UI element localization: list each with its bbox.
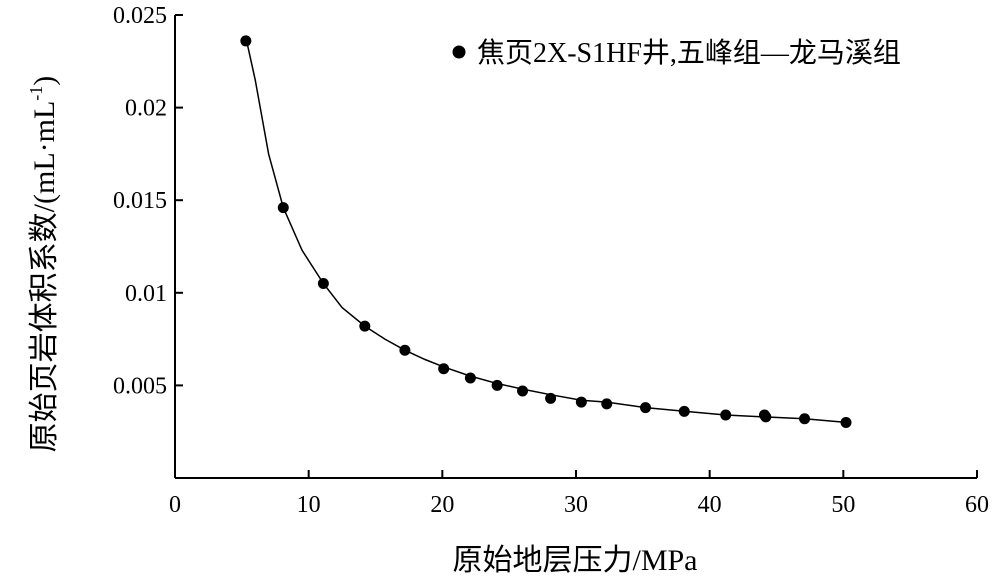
data-points: [240, 35, 852, 428]
legend-label: 焦页2X-S1HF井,五峰组—龙马溪组: [477, 37, 901, 69]
y-tick-label: 0.01: [125, 281, 167, 307]
data-point: [678, 405, 690, 417]
data-point: [359, 320, 371, 332]
y-ticks: 0.005 0.01 0.015 0.02 0.025: [113, 3, 183, 399]
fit-curve: [245, 37, 847, 424]
y-axis-title-superscript: -1: [26, 86, 46, 101]
y-axis-title: 原始页岩体积系数/(mL·mL-1): [26, 76, 61, 453]
data-point: [317, 278, 329, 290]
x-ticks: 0 10 20 30 40 50 60: [169, 470, 989, 518]
x-tick-label: 10: [297, 492, 321, 518]
data-point: [760, 411, 772, 423]
x-tick-label: 60: [965, 492, 989, 518]
x-tick-label: 50: [831, 492, 855, 518]
y-tick-label: 0.015: [113, 188, 167, 214]
x-tick-label: 20: [430, 492, 454, 518]
y-tick-label: 0.005: [113, 373, 167, 399]
data-point: [517, 385, 529, 397]
data-point: [399, 344, 411, 356]
data-point: [240, 35, 252, 47]
data-point: [464, 372, 476, 384]
data-point: [640, 402, 652, 414]
x-axis-title: 原始地层压力/MPa: [452, 544, 697, 577]
y-axis-title-main: 原始页岩体积系数/(mL·mL: [28, 101, 61, 453]
legend: 焦页2X-S1HF井,五峰组—龙马溪组: [452, 37, 901, 69]
data-point: [438, 363, 450, 375]
legend-marker: [452, 45, 466, 59]
data-point: [545, 392, 557, 404]
x-tick-label: 0: [169, 492, 181, 518]
data-point: [799, 413, 811, 425]
x-tick-label: 40: [698, 492, 722, 518]
x-tick-label: 30: [564, 492, 588, 518]
axes: [174, 15, 977, 479]
data-point: [720, 409, 732, 421]
y-axis-title-close: ): [28, 76, 61, 86]
data-point: [601, 398, 613, 410]
data-point: [840, 416, 852, 428]
data-point: [491, 379, 503, 391]
y-tick-label: 0.025: [113, 3, 167, 29]
data-point: [575, 396, 587, 408]
data-point: [277, 202, 289, 214]
y-tick-label: 0.02: [125, 96, 167, 122]
